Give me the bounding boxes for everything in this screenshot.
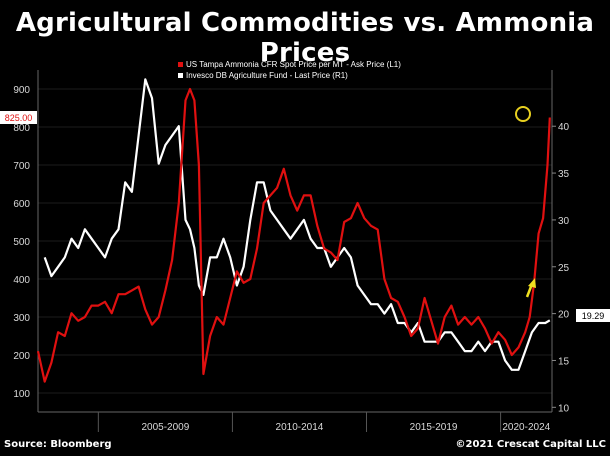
left-tick-label: 900	[13, 85, 30, 96]
left-tick-label: 600	[13, 199, 30, 210]
chart-title: Agricultural Commodities vs. Ammonia Pri…	[15, 8, 595, 68]
x-tick-label: 2015-2019	[410, 422, 458, 433]
left-axis-ticks: 100 200 300 400 500 600 700 800 900	[13, 85, 30, 400]
left-tick-label: 200	[13, 351, 30, 362]
left-tick-label: 800	[13, 123, 30, 134]
right-tick-label: 40	[558, 122, 570, 133]
right-tick-label: 25	[558, 263, 570, 274]
highlight-circle	[515, 106, 531, 122]
x-axis-ticks: 2005-2009 2010-2014 2015-2019 2020-2024	[97, 412, 551, 433]
left-tick-label: 300	[13, 313, 30, 324]
right-tick-label: 20	[558, 310, 570, 321]
left-last-value-tag-text: 825.00	[5, 113, 33, 123]
left-last-value-tag-bg	[0, 111, 37, 124]
right-last-value-tag-text: 19.29	[582, 311, 605, 321]
x-tick-label: 2010-2014	[276, 422, 324, 433]
legend-label-dbag: Invesco DB Agriculture Fund - Last Price…	[186, 71, 348, 80]
left-tick-label: 400	[13, 275, 30, 286]
right-tick-label: 10	[558, 403, 570, 414]
gridlines	[38, 88, 552, 394]
left-tick-label: 500	[13, 237, 30, 248]
legend: US Tampa Ammonia CFR Spot Price per MT -…	[178, 60, 401, 80]
left-tick-label: 100	[13, 389, 30, 400]
series-lines	[36, 78, 551, 383]
right-last-value-tag-bg	[576, 309, 610, 322]
series-line-dbag	[43, 78, 551, 371]
source-note: Source: Bloomberg	[4, 439, 112, 450]
x-tick-label: 2005-2009	[141, 422, 189, 433]
right-tick-label: 15	[558, 356, 570, 367]
legend-label-ammonia: US Tampa Ammonia CFR Spot Price per MT -…	[186, 60, 401, 69]
right-axis-ticks: 10 15 20 25 30 35 40	[552, 122, 570, 414]
right-tick-label: 30	[558, 216, 570, 227]
left-tick-label: 700	[13, 161, 30, 172]
series-line-ammonia	[36, 87, 551, 383]
left-last-value-tag: 825.00	[0, 111, 37, 124]
up-arrow-icon	[525, 278, 536, 298]
copyright-note: ©2021 Crescat Capital LLC	[455, 439, 606, 450]
x-tick-label: 2020-2024	[502, 422, 550, 433]
right-tick-label: 35	[558, 169, 570, 180]
legend-swatch-dbag	[178, 73, 183, 78]
legend-swatch-ammonia	[178, 62, 183, 67]
right-last-value-tag: 19.29	[576, 309, 610, 322]
